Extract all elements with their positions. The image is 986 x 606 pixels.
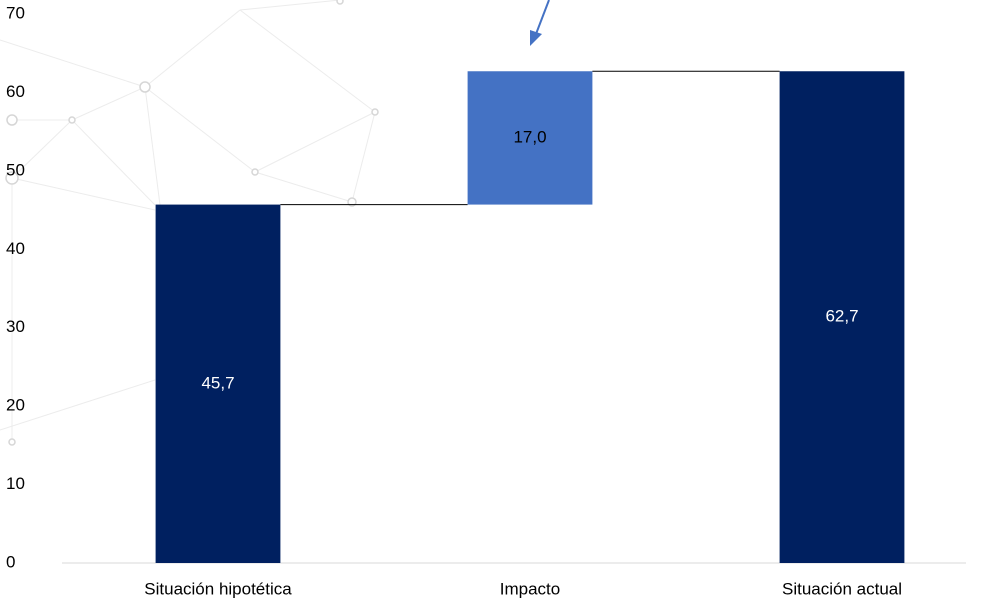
y-tick-label: 60 [6, 82, 25, 101]
bar [155, 204, 281, 563]
y-tick-label: 20 [6, 396, 25, 415]
annotation-arrow [530, 0, 550, 46]
data-label: 62,7 [825, 307, 858, 326]
y-tick-label: 30 [6, 317, 25, 336]
y-tick-label: 70 [6, 3, 25, 22]
y-tick-label: 0 [6, 552, 15, 571]
bar [779, 71, 905, 563]
x-tick-label: Impacto [500, 579, 560, 598]
x-tick-label: Situación actual [782, 579, 902, 598]
background-network [0, 0, 379, 446]
x-tick-label: Situación hipotética [144, 579, 292, 598]
data-label: 17,0 [513, 127, 546, 146]
bar [467, 71, 593, 205]
y-tick-label: 50 [6, 160, 25, 179]
y-tick-label: 10 [6, 474, 25, 493]
data-label: 45,7 [201, 373, 234, 392]
y-tick-label: 40 [6, 239, 25, 258]
